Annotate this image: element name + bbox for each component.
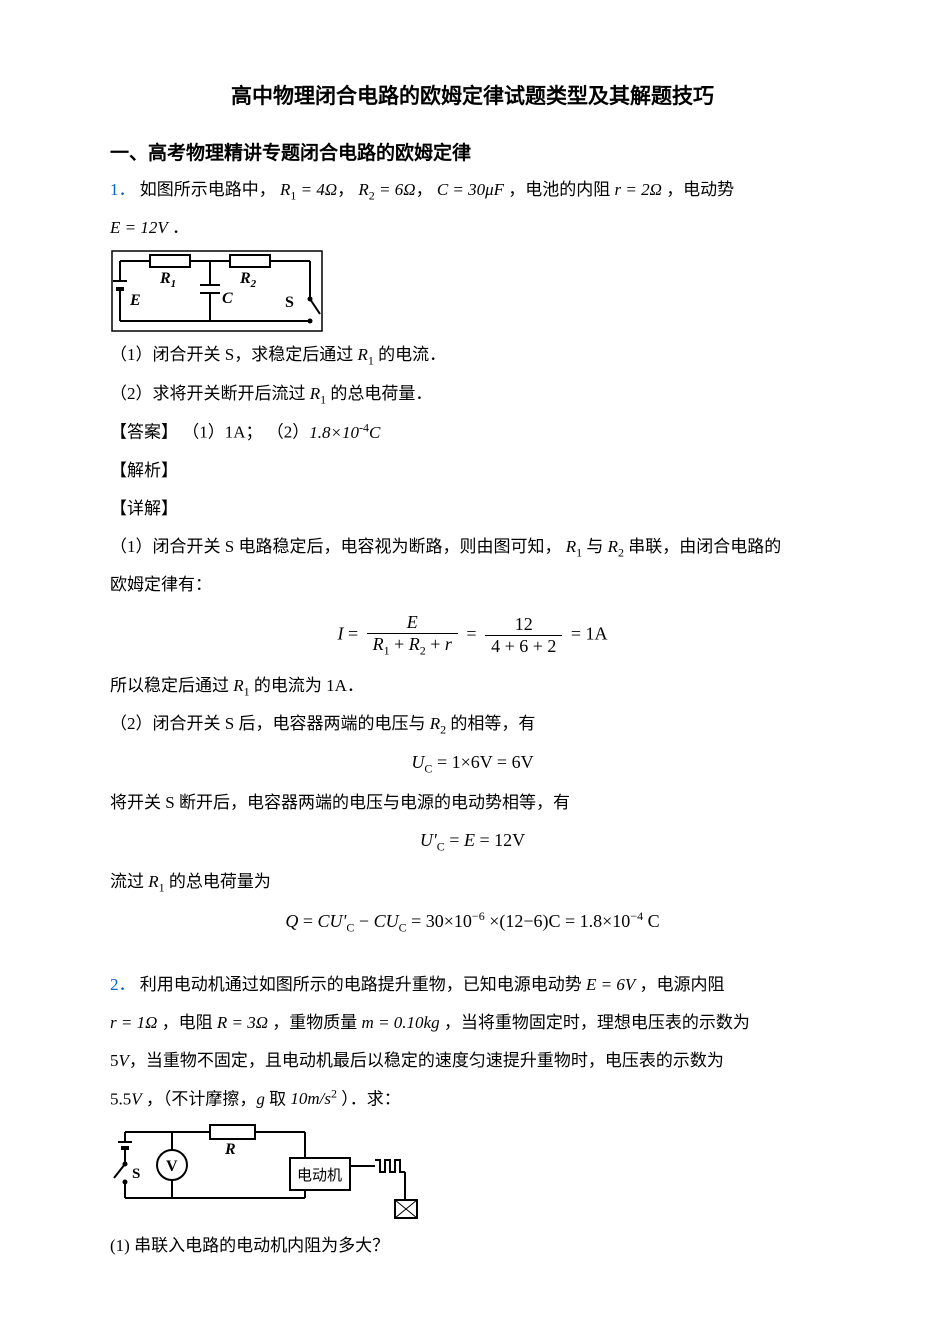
equation-1: I = E R1 + R2 + r = 12 4 + 6 + 2 = 1A [110,612,835,659]
q2-r: r = 1Ω [110,1013,157,1032]
q2-stem-g: ，（不计摩擦，g 取 [146,1089,286,1108]
q1-sol1-e: 所以稳定后通过 R1 的电流为 1A． [110,669,835,703]
q1-C: C = 30μF [437,180,504,199]
q1-stem-a: 如图所示电路中， [140,180,276,199]
q1-emf-text: ，电动势 [666,180,734,199]
document-page: 高中物理闭合电路的欧姆定律试题类型及其解题技巧 一、高考物理精讲专题闭合电路的欧… [0,0,945,1337]
q1-r-text: ，电池的内阻 [508,180,610,199]
q1-sol1-b: 与 [586,537,607,556]
q2-m: m = 0.10kg [362,1013,440,1032]
q2-stem-line3: 5V，当重物不固定，且电动机最后以稳定的速度匀速提升重物时，电压表的示数为 [110,1044,835,1078]
svg-text:S: S [132,1166,140,1182]
q1-stem-line2: E = 12V ． [110,211,835,245]
q2-stem-d: ，重物质量 [272,1013,357,1032]
q1-sol1-line2: 欧姆定律有： [110,568,835,602]
equation-4: Q = CU'C − CUC = 30×10−6 ×(12−6)C = 1.8×… [110,909,835,936]
svg-text:R: R [224,1141,236,1158]
answer-label: 【答案】 [110,423,178,442]
circuit-diagram-1: R1 R2 E C S [110,249,835,334]
circuit2-svg: 电动机 S V [110,1120,420,1225]
svg-text:V: V [166,1158,178,1175]
eq1-rhs: = 1A [571,624,608,644]
q1-R1: R1 = 4Ω [280,180,337,199]
eq1-den2: 4 + 6 + 2 [485,636,562,657]
svg-text:C: C [222,290,233,307]
q2-stem-h: ）．求： [341,1089,401,1108]
equation-2: UC = 1×6V = 6V [110,752,835,777]
svg-text:S: S [285,294,294,311]
q2-stem-a: 利用电动机通过如图所示的电路提升重物，已知电源电动势 [140,975,582,994]
eq1-num2: 12 [485,614,562,636]
q1-sol2-b: 将开关 S 断开后，电容器两端的电压与电源的电动势相等，有 [110,786,835,820]
spacer [110,946,835,964]
q2-stem-line4: 5.5V ，（不计摩擦，g 取 10m/s2 ）．求： [110,1082,835,1117]
q2-number: 2． [110,975,136,994]
q1-sol1-line1: （1）闭合开关 S 电路稳定后，电容视为断路，则由图可知， R1 与 R2 串联… [110,530,835,564]
q2-part1: (1) 串联入电路的电动机内阻为多大？ [110,1229,835,1263]
svg-text:R2: R2 [239,270,257,290]
q1-part1: （1）闭合开关 S，求稳定后通过 R1 的电流． [110,338,835,372]
q1-r: r = 2Ω [615,180,662,199]
circuit-diagram-2: 电动机 S V [110,1120,835,1225]
q2-stem-b: ，电源内阻 [640,975,725,994]
q1-E: E = 12V [110,218,168,237]
section-heading: 一、高考物理精讲专题闭合电路的欧姆定律 [110,138,835,165]
q1-xiangjie: 【详解】 [110,492,835,526]
q2-stem-line2: r = 1Ω ，电阻 R = 3Ω ，重物质量 m = 0.10kg ，当将重物… [110,1006,835,1040]
q1-period: ． [172,218,189,237]
svg-text:电动机: 电动机 [297,1167,342,1184]
svg-text:E: E [129,292,141,309]
circuit1-svg: R1 R2 E C S [110,249,325,334]
q1-ans1: （1）1A； [182,423,262,442]
q1-sol1-a: （1）闭合开关 S 电路稳定后，电容视为断路，则由图可知， [110,537,561,556]
q2-R: R = 3Ω [217,1013,268,1032]
q1-R2: R2 = 6Ω [358,180,415,199]
q2-stem-line1: 2． 利用电动机通过如图所示的电路提升重物，已知电源电动势 E = 6V ，电源… [110,968,835,1002]
q2-stem-f: ，当重物不固定，且电动机最后以稳定的速度匀速提升重物时，电压表的示数为 [129,1051,724,1070]
q1-part2: （2）求将开关断开后流过 R1 的总电荷量． [110,377,835,411]
eq1-num1: E [367,612,458,634]
q1-stem: 1． 如图所示电路中， R1 = 4Ω， R2 = 6Ω， C = 30μF ，… [110,173,835,207]
svg-text:R1: R1 [159,270,176,290]
q2-stem-c: ，电阻 [162,1013,213,1032]
q1-sol1-c: 串联，由闭合电路的 [628,537,781,556]
q1-number: 1． [110,180,136,199]
equation-3: U'C = E = 12V [110,830,835,855]
q1-sol2-a: （2）闭合开关 S 后，电容器两端的电压与 R2 的相等，有 [110,707,835,741]
q2-E: E = 6V [586,975,635,994]
q1-answer: 【答案】 （1）1A； （2）1.8×10-4C [110,415,835,450]
q2-stem-e: ，当将重物固定时，理想电压表的示数为 [444,1013,750,1032]
page-title: 高中物理闭合电路的欧姆定律试题类型及其解题技巧 [110,80,835,110]
q1-sol2-c: 流过 R1 的总电荷量为 [110,865,835,899]
q1-jiexi: 【解析】 [110,454,835,488]
